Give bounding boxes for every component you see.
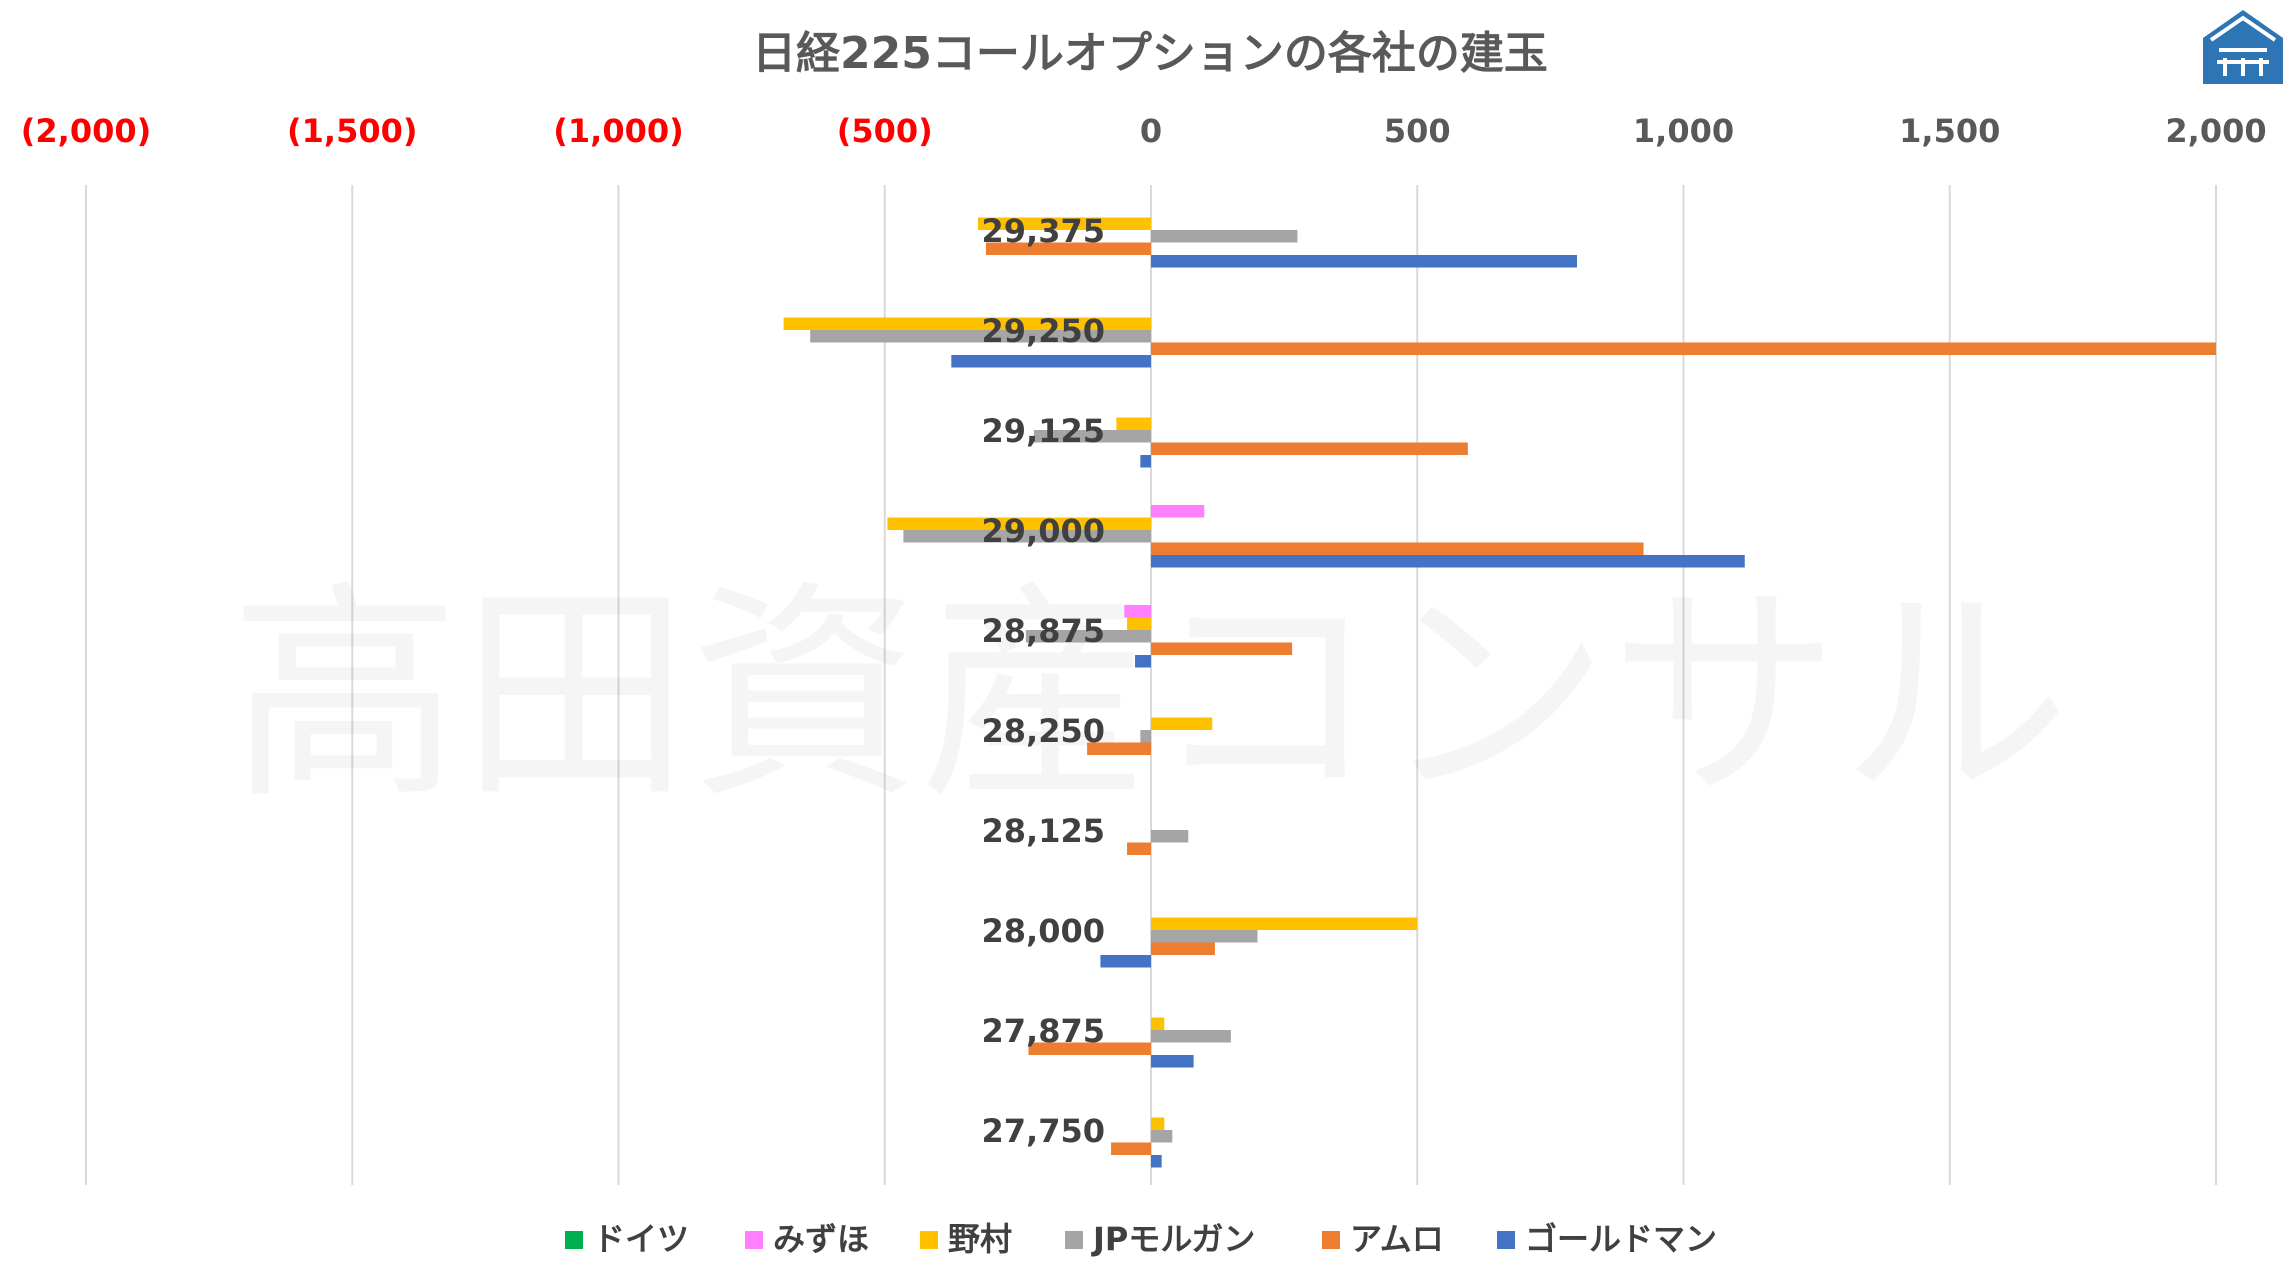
bar [1151, 342, 2216, 355]
legend-label: ドイツ [593, 1220, 689, 1258]
bar [1151, 1155, 1162, 1168]
company-logo [2203, 10, 2283, 84]
bar [1151, 930, 1258, 943]
bar [1151, 1117, 1165, 1130]
bar [1151, 542, 1644, 555]
bar [1028, 1042, 1151, 1055]
x-axis-ticks: (2,000) (1,500) (1,000) (500) 0 500 1,000 1,500… [21, 112, 2267, 150]
bar [1151, 830, 1189, 843]
bars [783, 217, 2216, 1168]
bar [810, 330, 1151, 343]
category-label: 29,125 [982, 412, 1105, 450]
bar [985, 242, 1151, 255]
bar [1116, 417, 1151, 430]
x-tick-label: 500 [1384, 112, 1451, 150]
x-tick-label: 2,000 [2165, 112, 2266, 150]
bar [1124, 605, 1151, 618]
legend-swatch [1497, 1231, 1515, 1249]
bar [1135, 655, 1151, 668]
bar [1151, 642, 1293, 655]
x-tick-label: (2,000) [21, 112, 151, 150]
bar [1140, 455, 1151, 468]
category-labels: 29,375 29,250 29,125 29,000 28,875 28,250 28,1… [982, 212, 1105, 1150]
bar [1100, 955, 1151, 968]
bar [951, 355, 1151, 368]
bar [903, 530, 1151, 543]
bar [1151, 230, 1298, 243]
bar [1151, 1055, 1194, 1068]
category-label: 27,875 [982, 1012, 1105, 1050]
bar [1087, 742, 1151, 755]
bar [1127, 842, 1151, 855]
category-label: 27,750 [982, 1112, 1105, 1150]
x-tick-label: (1,500) [287, 112, 417, 150]
bar [1151, 505, 1205, 518]
x-tick-label: 1,500 [1899, 112, 2000, 150]
legend-swatch [745, 1231, 763, 1249]
legend-swatch [920, 1231, 938, 1249]
x-tick-label: 0 [1140, 112, 1162, 150]
legend-label: みずほ [773, 1220, 869, 1258]
category-label: 28,000 [982, 912, 1105, 950]
category-label: 28,875 [982, 612, 1105, 650]
bar [977, 217, 1151, 230]
bar [1151, 942, 1215, 955]
bar [1151, 917, 1418, 930]
bar [1033, 430, 1151, 443]
legend: ドイツ みずほ 野村 JPモルガン アムロ ゴールドマン [565, 1220, 1717, 1258]
legend-label: 野村 [948, 1220, 1012, 1258]
bar [1127, 617, 1151, 630]
category-label: 29,375 [982, 212, 1105, 250]
bar [1151, 1130, 1173, 1143]
chart-title: 日経225コールオプションの各社の建玉 [752, 28, 1548, 79]
x-tick-label: (1,000) [553, 112, 683, 150]
legend-swatch [1065, 1231, 1083, 1249]
legend-label: JPモルガン [1091, 1220, 1255, 1258]
legend-label: アムロ [1350, 1220, 1444, 1258]
bar [1151, 1017, 1165, 1030]
bar [1151, 442, 1468, 455]
bar [887, 517, 1151, 530]
category-label: 28,250 [982, 712, 1105, 750]
watermark: 高田資産コンサル [230, 563, 2070, 830]
legend-swatch [565, 1231, 583, 1249]
bar [783, 317, 1151, 330]
bar [1151, 255, 1577, 268]
x-tick-label: (500) [837, 112, 933, 150]
x-tick-label: 1,000 [1633, 112, 1734, 150]
logo-emblem [2209, 15, 2277, 76]
category-label: 29,000 [982, 512, 1105, 550]
category-label: 29,250 [982, 312, 1105, 350]
bar [1111, 1142, 1151, 1155]
bar [1025, 630, 1151, 643]
bar [1151, 555, 1745, 568]
bar [1151, 717, 1213, 730]
category-label: 28,125 [982, 812, 1105, 850]
legend-label: ゴールドマン [1525, 1220, 1717, 1258]
bar [1140, 730, 1151, 743]
bar [1151, 1030, 1231, 1043]
legend-swatch [1322, 1231, 1340, 1249]
